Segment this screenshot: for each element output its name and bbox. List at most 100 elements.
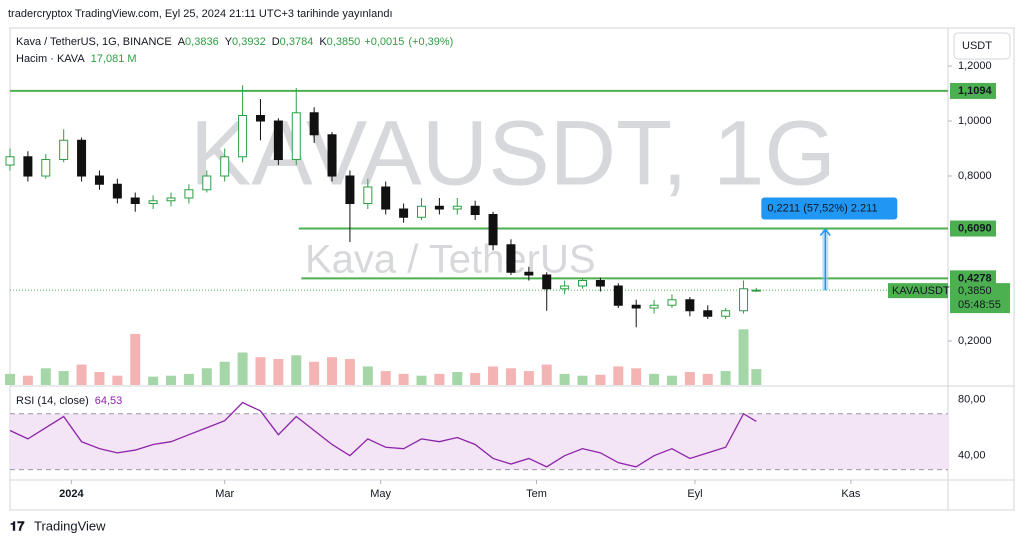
volume-bar [183,373,194,385]
volume-bar [416,375,427,385]
level-tag [950,270,996,287]
candle-body [238,115,248,158]
candle-body [363,186,373,205]
change-pct: (+0,39%) [408,36,453,48]
y-tick-label: 1,2000 [958,60,992,72]
ohlc-key: D [272,36,280,48]
candle-body [739,288,749,312]
volume-bar [559,373,570,385]
symbol-label: KAVAUSDT [892,285,950,297]
volume-bar [5,373,15,385]
rsi-tick-label: 40,00 [958,450,986,462]
measure-label: 0,2211 (57,52%) 2.211 [767,202,877,214]
ohlc-key: K [319,36,327,48]
volume-bar [666,375,677,385]
candle-body [94,175,104,185]
candle-body [685,299,695,312]
countdown: 05:48:55 [958,299,1001,311]
ohlc-key: Y [225,36,233,48]
volume-bar [166,375,177,385]
candle-body [434,205,444,210]
volume-bar [58,371,69,385]
legend: Kava / TetherUS, 1G, BINANCE A0,3836 Y0,39… [16,36,453,48]
candle-body [524,271,534,276]
volume-bar [130,333,141,385]
candle-body [77,139,87,177]
level-tag [950,220,996,237]
legend-title: Kava / TetherUS, 1G, BINANCE [16,36,172,48]
candle-body [327,134,337,177]
x-tick-label: Eyl [687,488,702,500]
ohlc-key: A [178,36,186,48]
volume-bar [738,329,749,385]
volume-bar [452,372,463,385]
candle-body [148,200,158,205]
logo-mark: 𝟏𝟕 [10,518,25,533]
volume-bar [255,357,266,385]
volume-bar [684,372,695,385]
candle-body [751,289,761,292]
candle-body [112,183,122,199]
volume-name: Hacim · KAVA [16,53,85,65]
candle-body [721,310,731,317]
candle-body [166,197,176,202]
volume-bar [201,368,212,385]
candle-body [613,285,623,306]
currency-label: USDT [962,40,992,52]
volume-legend: Hacim · KAVA 17,081 M [16,53,137,65]
level-label: 0,4278 [958,272,992,284]
volume-bar [398,373,409,385]
x-tick-label: May [370,488,391,500]
candle-body [703,310,713,317]
volume-bar [219,361,230,385]
volume-bar [40,368,51,385]
rsi-legend: RSI (14, close) 64,53 [16,395,122,407]
volume-bar [94,372,105,385]
volume-bar [541,364,552,385]
published-note: tradercryptox TradingView.com, Eyl 25, 2… [8,8,393,20]
candle-body [649,304,659,309]
volume-bar [631,368,642,385]
candle-body [470,205,480,216]
rsi-last: 64,53 [95,395,123,407]
candle-body [5,156,15,166]
candle-body [220,156,230,177]
candle-body [184,189,194,199]
candle-body [345,175,355,205]
symbol-tag [888,283,948,299]
volume-bar [309,361,320,385]
candle-body [130,197,140,205]
volume-bar [505,368,516,385]
volume-last: 17,081 M [91,53,137,65]
candle-body [416,205,426,218]
rsi-tick-label: 80,00 [958,394,986,406]
currency-button[interactable] [953,32,1011,60]
ohlc-value: 0,3836 [185,36,219,48]
chart-frame [9,27,1015,511]
volume-bar [751,369,762,385]
candle-body [542,274,552,290]
rsi-line [9,401,757,468]
volume-bar [22,375,33,385]
volume-bar [237,352,248,385]
volume-bar [720,371,731,385]
watermark: KAVAUSDT, 1G [190,102,836,204]
rsi-name: RSI (14, close) [16,395,89,407]
candle-body [41,159,51,177]
level-label: 0,6090 [958,222,992,234]
last-price-label: 0,3850 [958,285,992,297]
volume-bar [76,364,87,385]
candle-body [291,112,301,161]
volume-bar [595,374,606,385]
candle-body [560,285,570,290]
volume-bar [380,371,391,385]
volume-bar [291,355,302,385]
candle-body [578,280,588,287]
volume-bar [112,375,123,385]
volume-bar [327,357,338,385]
candle-body [595,280,605,287]
volume-bar [434,373,445,385]
y-tick-label: 1,0000 [958,115,992,127]
y-tick-label: 0,2000 [958,335,992,347]
volume-bar [488,366,499,385]
